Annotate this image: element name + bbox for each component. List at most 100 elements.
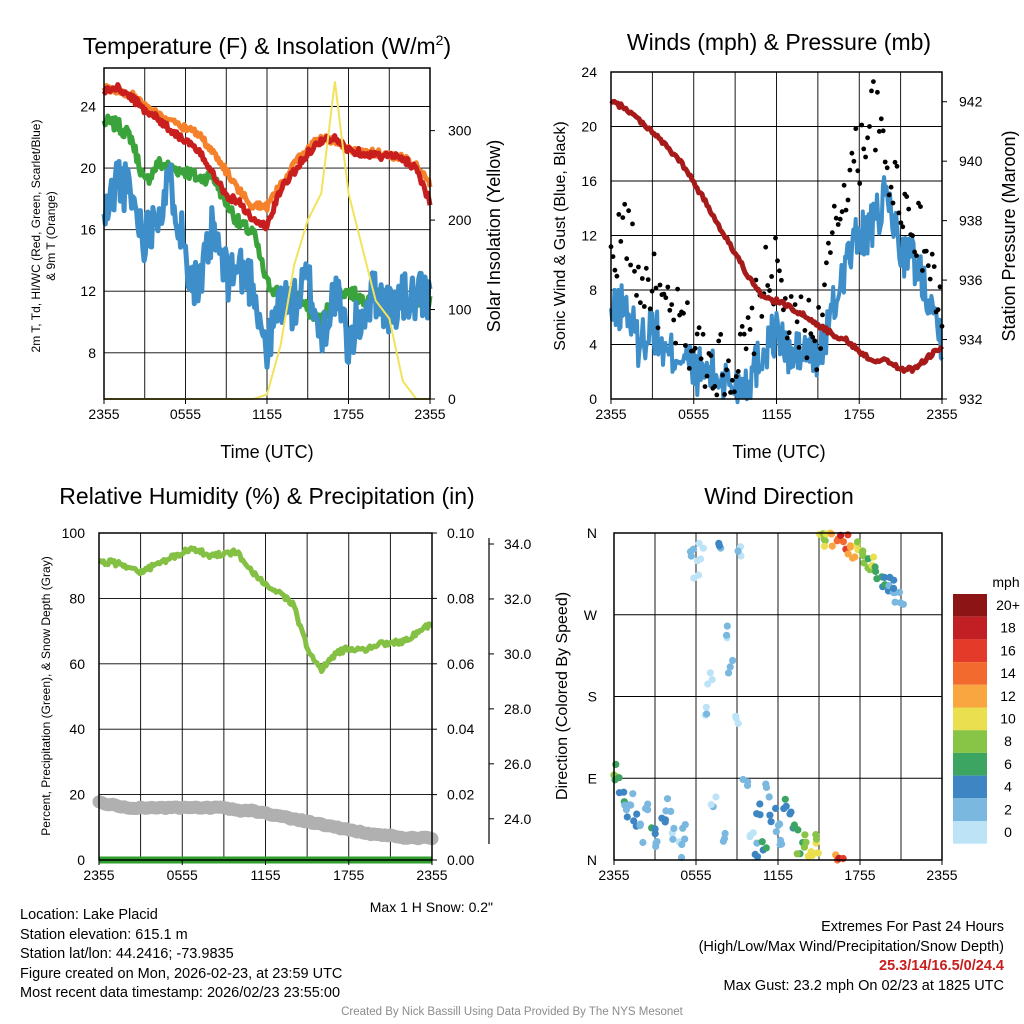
- station-elevation: Station elevation: 615.1 m: [20, 926, 188, 943]
- gust-point: [641, 304, 647, 309]
- gust-point: [841, 182, 847, 188]
- wind-direction-panel: Wind Direction Direction (Colored By Spe…: [554, 483, 1020, 883]
- pressure-ytick-label: 934: [959, 332, 983, 348]
- temp-ytick-label: 16: [80, 222, 96, 238]
- extremes-info: Extremes For Past 24 Hours (High/Low/Max…: [699, 918, 1004, 996]
- precip-ytick-label: 0.10: [447, 525, 474, 541]
- direction-point: [627, 801, 635, 809]
- direction-point: [767, 818, 775, 826]
- gust-point: [831, 203, 837, 209]
- gust-point: [857, 181, 863, 186]
- gust-point: [777, 268, 782, 274]
- gust-point: [853, 126, 859, 132]
- direction-point: [880, 573, 889, 582]
- direction-point: [636, 820, 645, 828]
- pressure-ytick-label: 942: [959, 94, 983, 110]
- direction-point: [667, 807, 675, 816]
- gust-point: [685, 300, 690, 306]
- direction-point: [670, 824, 678, 833]
- gust-point: [806, 297, 812, 303]
- rh-xtick-label: 2355: [416, 867, 447, 883]
- gust-point: [628, 262, 633, 268]
- direction-point: [630, 817, 638, 825]
- direction-point: [723, 622, 731, 630]
- gust-point: [759, 314, 765, 319]
- direction-point: [661, 816, 670, 824]
- gust-point: [700, 331, 706, 337]
- station-info: Location: Lake Placid Station elevation:…: [20, 906, 342, 1004]
- direction-point: [851, 553, 859, 561]
- snow-depth-ytick-label: 24.0: [504, 811, 531, 827]
- gust-point: [912, 249, 917, 255]
- direction-point: [756, 800, 764, 808]
- direction-point: [699, 544, 707, 552]
- rh-ytick-label: 20: [69, 787, 85, 803]
- direction-point: [751, 850, 759, 859]
- gust-point: [935, 307, 941, 313]
- gust-point: [828, 250, 833, 256]
- gust-point: [886, 192, 892, 198]
- colorbar-swatch: [953, 752, 987, 776]
- snow-depth-ytick-label: 32.0: [504, 591, 531, 607]
- gust-point: [869, 88, 874, 94]
- gust-point: [920, 268, 925, 273]
- gust-point: [610, 254, 616, 259]
- direction-point: [703, 710, 711, 718]
- wind-ytick-label: 20: [581, 119, 597, 135]
- gust-point: [624, 256, 630, 262]
- gust-point: [694, 331, 700, 337]
- gust-point: [634, 293, 639, 298]
- rh-xtick-label: 0555: [167, 867, 198, 883]
- insolation-ytick-label: 0: [448, 391, 456, 407]
- direction-point: [896, 599, 905, 607]
- gust-point: [716, 338, 722, 344]
- gust-point: [829, 230, 835, 236]
- gust-point: [751, 351, 757, 357]
- direction-point: [734, 719, 742, 728]
- direction-ytick-label: N: [587, 852, 597, 868]
- gust-point: [775, 258, 780, 264]
- direction-point: [629, 790, 637, 798]
- direction-point: [869, 553, 878, 561]
- wind-xtick-label: 1155: [761, 406, 791, 422]
- direction-point: [697, 555, 705, 563]
- gust-point: [847, 167, 853, 173]
- gust-point: [708, 353, 714, 358]
- station-location: Location: Lake Placid: [20, 907, 158, 923]
- gust-point: [636, 264, 641, 270]
- colorbar-swatch: [953, 775, 987, 799]
- pressure-y-axis-label: Station Pressure (Maroon): [999, 130, 1019, 341]
- direction-point: [766, 811, 774, 819]
- pressure-ytick-label: 936: [959, 272, 983, 288]
- direction-point: [793, 850, 801, 858]
- direction-point: [694, 571, 703, 579]
- colorbar-swatch: [953, 684, 987, 708]
- gust-point: [669, 302, 675, 307]
- temp-xtick-label: 1755: [333, 406, 364, 422]
- gust-point: [722, 392, 727, 397]
- colorbar-swatch: [953, 730, 987, 753]
- gust-point: [665, 284, 671, 290]
- direction-point: [663, 795, 672, 803]
- insolation-y-axis-label: Solar Insolation (Yellow): [484, 140, 504, 332]
- direction-point: [871, 563, 879, 571]
- temp-series-line: [101, 159, 433, 370]
- wind-ytick-label: 0: [589, 391, 597, 407]
- precip-ytick-label: 0.06: [447, 656, 474, 672]
- gust-point: [630, 221, 635, 227]
- direction-point: [686, 548, 695, 556]
- gust-point: [616, 212, 622, 217]
- gust-point: [867, 124, 872, 129]
- humidity-panel-title: Relative Humidity (%) & Precipitation (i…: [59, 483, 474, 509]
- max-gust: Max Gust: 23.2 mph On 02/23 at 1825 UTC: [723, 977, 1004, 994]
- gust-point: [896, 210, 902, 216]
- gust-point: [632, 268, 637, 274]
- gust-point: [812, 338, 818, 344]
- direction-point: [772, 804, 780, 813]
- direction-point: [615, 789, 624, 797]
- gust-point: [651, 251, 657, 257]
- gust-point: [884, 165, 890, 171]
- extremes-values: 25.3/14/16.5/0/24.4: [879, 958, 1004, 974]
- gust-point: [906, 206, 912, 212]
- gust-point: [763, 244, 769, 250]
